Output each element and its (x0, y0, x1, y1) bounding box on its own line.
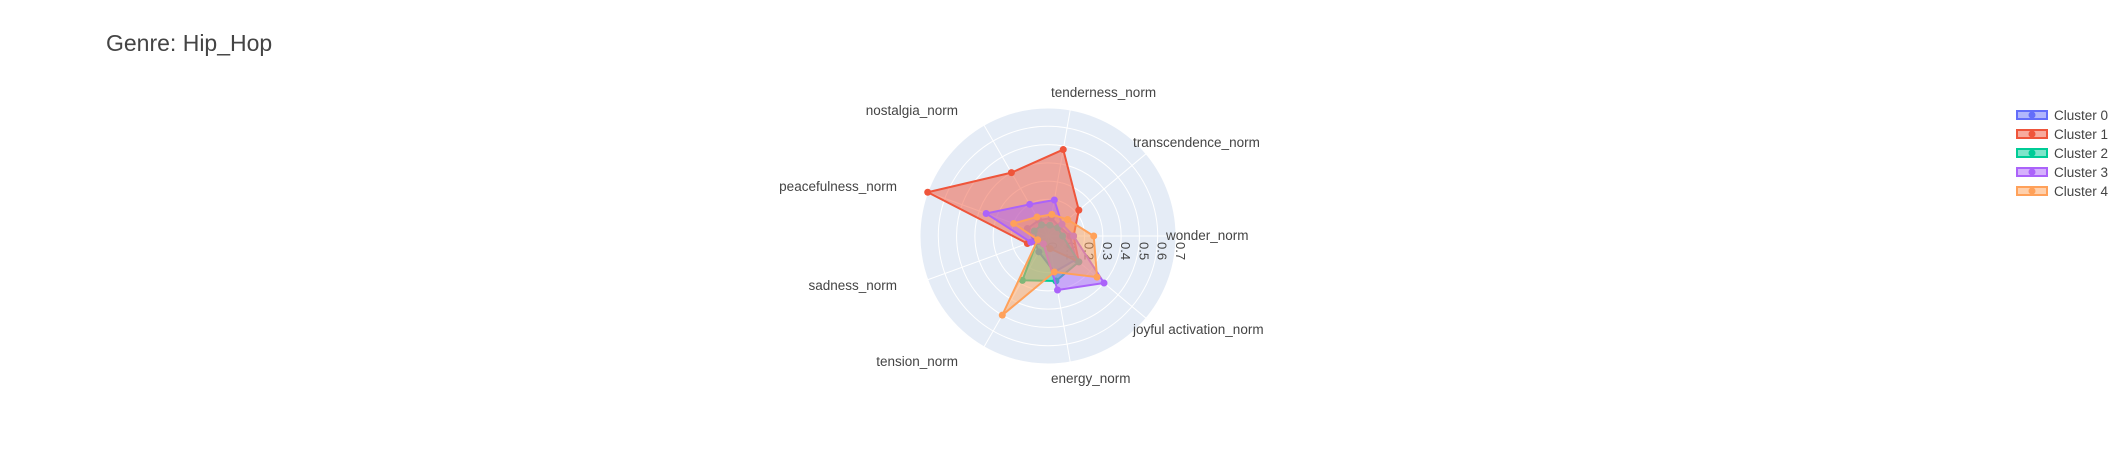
legend-marker (2028, 149, 2036, 157)
data-point[interactable] (998, 311, 1006, 319)
radial-tick-label: 0.4 (1118, 242, 1133, 260)
series-layer (924, 146, 1108, 319)
axis-label-wonder-norm: wonder_norm (1165, 228, 1249, 243)
data-point[interactable] (1064, 216, 1072, 224)
legend-item-cluster-4[interactable]: Cluster 4 (2016, 184, 2109, 199)
data-point[interactable] (982, 209, 990, 217)
radial-tick-label: 0.7 (1173, 242, 1188, 260)
data-point[interactable] (1026, 200, 1034, 208)
data-point[interactable] (1050, 268, 1058, 276)
data-point[interactable] (1007, 169, 1015, 177)
legend-marker (2028, 111, 2036, 119)
data-point[interactable] (1054, 286, 1062, 294)
legend-item-cluster-1[interactable]: Cluster 1 (2016, 127, 2108, 142)
series-area (1001, 213, 1099, 316)
radial-tick-label: 0.5 (1136, 242, 1151, 260)
legend[interactable]: Cluster 0 Cluster 1 Cluster 2 Cluster 3 Clus… (2016, 108, 2109, 199)
radial-tick-label: 0.6 (1155, 242, 1170, 260)
legend-item-cluster-3[interactable]: Cluster 3 (2016, 165, 2108, 180)
axis-label-nostalgia-norm: nostalgia_norm (866, 103, 958, 118)
axis-label-energy-norm: energy_norm (1051, 371, 1131, 386)
data-point[interactable] (924, 188, 932, 196)
angular-axis-labels: wonder_norm transcendence_norm tenderness_… (779, 85, 1263, 386)
legend-item-cluster-0[interactable]: Cluster 0 (2016, 108, 2108, 123)
data-point[interactable] (1093, 273, 1101, 281)
data-point[interactable] (1048, 210, 1056, 218)
radial-tick-label: 0.3 (1100, 242, 1115, 260)
axis-label-tenderness-norm: tenderness_norm (1051, 85, 1156, 100)
legend-marker (2028, 168, 2036, 176)
data-point[interactable] (1075, 206, 1083, 214)
data-point[interactable] (1034, 236, 1042, 244)
axis-label-sadness-norm: sadness_norm (808, 278, 897, 293)
chart-title: Genre: Hip_Hop (106, 30, 272, 56)
legend-label: Cluster 3 (2054, 165, 2108, 180)
data-point[interactable] (1033, 213, 1041, 221)
axis-label-transcendence-norm: transcendence_norm (1133, 135, 1260, 150)
data-point[interactable] (1090, 232, 1098, 240)
data-point[interactable] (1059, 146, 1067, 154)
legend-label: Cluster 4 (2054, 184, 2109, 199)
axis-label-joyful-activation-norm: joyful activation_norm (1132, 322, 1264, 337)
legend-marker (2028, 130, 2036, 138)
axis-label-tension-norm: tension_norm (876, 354, 958, 369)
legend-label: Cluster 0 (2054, 108, 2108, 123)
data-point[interactable] (1100, 279, 1108, 287)
axis-label-peacefulness-norm: peacefulness_norm (779, 179, 897, 194)
legend-label: Cluster 2 (2054, 146, 2108, 161)
legend-item-cluster-2[interactable]: Cluster 2 (2016, 146, 2108, 161)
data-point[interactable] (1010, 219, 1018, 227)
legend-label: Cluster 1 (2054, 127, 2108, 142)
legend-marker (2028, 187, 2036, 195)
data-point[interactable] (1050, 196, 1058, 204)
data-point[interactable] (1027, 238, 1035, 246)
series-cluster-4 (998, 210, 1101, 319)
